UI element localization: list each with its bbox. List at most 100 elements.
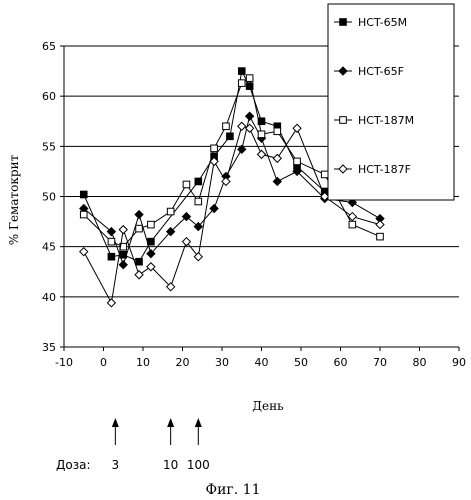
- figure-caption: Фиг. 11: [205, 482, 260, 498]
- data-point: [146, 248, 156, 259]
- data-point: [347, 211, 358, 222]
- legend-marker: [339, 116, 347, 124]
- data-point: [147, 237, 155, 246]
- data-point: [226, 132, 234, 141]
- legend-marker: [338, 66, 348, 76]
- x-tick-label: -10: [55, 356, 73, 369]
- data-point: [348, 220, 357, 229]
- legend-label: HCT-187F: [358, 163, 411, 176]
- data-point: [181, 236, 192, 247]
- y-tick-label: 35: [42, 341, 56, 354]
- data-point: [135, 224, 143, 233]
- y-tick-label: 55: [42, 140, 56, 153]
- legend-box: [327, 3, 455, 201]
- x-tick-label: 40: [255, 356, 269, 369]
- dose-arrowhead: [111, 418, 119, 427]
- x-tick-label: 50: [294, 356, 308, 369]
- dose-value: 3: [112, 458, 120, 472]
- data-point: [147, 220, 155, 229]
- x-tick-label: 70: [373, 356, 387, 369]
- data-point: [79, 190, 88, 199]
- data-point: [134, 209, 144, 220]
- x-tick-label: 60: [334, 356, 348, 369]
- x-tick-label: 0: [100, 356, 107, 369]
- data-point: [245, 82, 254, 90]
- data-point: [107, 237, 116, 246]
- series-line: [83, 114, 381, 267]
- dose-arrowhead: [194, 418, 202, 427]
- data-point: [146, 262, 156, 272]
- legend-label: HCT-187M: [358, 114, 414, 127]
- data-point: [293, 157, 301, 166]
- data-point: [221, 176, 231, 187]
- data-point: [272, 176, 283, 187]
- data-point: [194, 177, 203, 186]
- y-axis-title: % Гематокрит: [7, 154, 21, 245]
- x-tick-label: 90: [452, 356, 466, 369]
- dose-value: 100: [187, 458, 210, 472]
- data-point: [118, 224, 128, 235]
- data-point: [181, 211, 192, 222]
- data-point: [193, 221, 204, 232]
- y-tick-label: 60: [42, 90, 56, 103]
- data-point: [375, 219, 385, 230]
- data-point: [194, 197, 203, 206]
- data-point: [347, 197, 358, 208]
- data-point: [166, 207, 175, 216]
- legend: HCT-65M HCT-65F HCT-187M HCT-187F: [327, 3, 455, 201]
- legend-label: HCT-65M: [358, 16, 407, 29]
- grid: [64, 45, 459, 348]
- data-point: [244, 111, 255, 121]
- data-point: [319, 191, 330, 202]
- data-point: [272, 153, 283, 164]
- data-point: [209, 203, 219, 214]
- series-group: [79, 67, 385, 308]
- data-point: [210, 144, 218, 153]
- data-point: [273, 127, 282, 136]
- series-line: [83, 69, 381, 263]
- data-point: [165, 226, 176, 237]
- dose-label: Доза:: [56, 458, 91, 472]
- x-tick-label: 30: [215, 356, 229, 369]
- data-point: [193, 251, 204, 262]
- y-tick-label: 40: [42, 291, 56, 304]
- data-point: [376, 232, 384, 241]
- data-point: [79, 210, 88, 219]
- legend-marker: [338, 164, 348, 174]
- dose-arrows: 3 10 100: [112, 418, 210, 472]
- data-point: [237, 67, 246, 75]
- data-point: [245, 74, 254, 82]
- data-point: [320, 170, 329, 179]
- data-point: [222, 122, 230, 131]
- series-line: [83, 125, 381, 305]
- x-tick-label: 10: [136, 356, 150, 369]
- data-point: [106, 226, 117, 237]
- data-point: [292, 166, 302, 177]
- dose-value: 10: [163, 458, 178, 472]
- data-point: [182, 180, 191, 189]
- dose-arrowhead: [167, 418, 175, 427]
- data-point: [237, 121, 247, 131]
- data-point: [292, 123, 302, 133]
- y-tick-label: 65: [42, 40, 56, 53]
- x-tick-label: 20: [176, 356, 190, 369]
- data-point: [237, 79, 246, 87]
- data-point: [256, 149, 267, 160]
- data-point: [134, 270, 144, 280]
- data-point: [209, 156, 219, 167]
- x-tick-label: 80: [413, 356, 427, 369]
- data-point: [237, 144, 247, 155]
- legend-label: HCT-65F: [358, 65, 404, 78]
- x-axis-title: День: [252, 399, 284, 413]
- data-point: [257, 130, 266, 139]
- data-point: [257, 117, 266, 126]
- axes: 35 40 45 50 55 60 65 -10 0 10 20 30 40 50 60 70 80 90: [42, 40, 466, 369]
- data-point: [79, 246, 89, 257]
- y-tick-label: 50: [42, 191, 56, 204]
- data-point: [118, 260, 128, 270]
- data-point: [106, 298, 117, 308]
- data-point: [135, 257, 143, 266]
- y-tick-label: 45: [42, 241, 56, 254]
- data-point: [165, 282, 176, 292]
